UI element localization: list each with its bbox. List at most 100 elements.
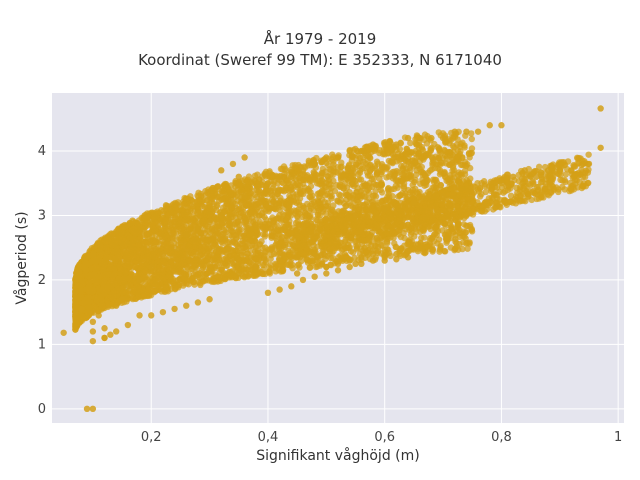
scatter-point <box>403 165 410 172</box>
scatter-point <box>131 285 138 293</box>
scatter-point <box>286 221 293 229</box>
scatter-point <box>357 176 365 183</box>
scatter-point <box>248 260 255 268</box>
scatter-point <box>171 251 179 258</box>
scatter-point <box>353 188 360 196</box>
scatter-point <box>201 229 208 237</box>
scatter-point <box>242 200 249 208</box>
scatter-point <box>235 211 243 218</box>
scatter-point <box>267 251 275 259</box>
scatter-point <box>165 266 173 273</box>
scatter-point <box>392 170 399 178</box>
scatter-point <box>432 153 439 160</box>
scatter-point <box>265 221 273 228</box>
scatter-point <box>300 204 307 212</box>
scatter-point <box>325 176 333 183</box>
scatter-point <box>435 129 442 136</box>
scatter-point <box>315 199 323 206</box>
scatter-point <box>180 270 188 278</box>
scatter-point <box>329 254 337 262</box>
scatter-point <box>172 268 179 275</box>
scatter-point <box>454 177 462 184</box>
scatter-point <box>453 239 460 247</box>
scatter-point <box>430 159 437 166</box>
scatter-point <box>328 206 336 213</box>
scatter-point <box>107 262 114 270</box>
scatter-point <box>321 198 328 206</box>
scatter-point <box>219 190 226 197</box>
scatter-point <box>214 201 221 208</box>
scatter-point <box>223 183 231 190</box>
scatter-point <box>309 257 316 264</box>
scatter-point <box>287 253 295 260</box>
scatter-point <box>387 170 394 177</box>
scatter-point <box>419 171 426 178</box>
scatter-point <box>336 191 343 198</box>
scatter-point <box>223 262 230 270</box>
scatter-point <box>240 266 247 273</box>
scatter-point <box>160 274 167 282</box>
scatter-point <box>454 224 462 231</box>
scatter-point <box>449 167 456 174</box>
scatter-point <box>277 236 284 243</box>
scatter-point <box>307 205 314 212</box>
scatter-point <box>253 205 260 213</box>
scatter-point <box>147 285 154 293</box>
scatter-point <box>273 222 281 229</box>
scatter-point <box>238 249 245 257</box>
scatter-point <box>420 249 427 256</box>
scatter-point <box>396 192 404 199</box>
scatter-point <box>363 187 370 195</box>
scatter-point <box>156 265 163 272</box>
scatter-point <box>407 139 414 147</box>
scatter-point <box>460 239 467 246</box>
scatter-point <box>214 183 222 190</box>
scatter-point <box>180 201 187 208</box>
scatter-point <box>464 161 471 168</box>
scatter-point <box>355 171 362 178</box>
scatter-point <box>389 159 396 167</box>
scatter-point <box>412 185 419 193</box>
scatter-point <box>177 216 184 224</box>
scatter-point <box>174 276 182 284</box>
scatter-point <box>189 275 196 283</box>
scatter-point <box>368 175 376 183</box>
scatter-point <box>143 240 151 247</box>
scatter-point <box>195 197 202 204</box>
scatter-point <box>178 260 185 267</box>
scatter-point <box>81 253 88 261</box>
scatter-point <box>367 167 374 174</box>
scatter-point <box>146 230 153 237</box>
scatter-point <box>360 158 367 166</box>
scatter-point <box>366 195 373 202</box>
scatter-point <box>378 163 386 170</box>
scatter-point <box>436 166 444 174</box>
scatter-point <box>378 179 385 187</box>
scatter-point <box>293 180 301 187</box>
scatter-point <box>430 178 438 186</box>
scatter-point <box>371 163 379 170</box>
scatter-point <box>139 255 146 262</box>
scatter-point <box>247 242 254 250</box>
scatter-point <box>254 270 262 278</box>
scatter-point <box>195 271 202 279</box>
scatter-point <box>360 154 367 161</box>
scatter-point <box>163 239 171 246</box>
scatter-point <box>84 309 91 316</box>
scatter-point <box>269 195 276 203</box>
scatter-point <box>461 171 469 178</box>
scatter-point <box>345 244 353 252</box>
scatter-point <box>124 255 132 262</box>
scatter-point <box>289 261 296 269</box>
scatter-point <box>362 181 370 188</box>
scatter-point <box>140 247 147 255</box>
scatter-point <box>186 226 193 234</box>
scatter-point <box>436 161 444 168</box>
scatter-point <box>400 185 408 192</box>
scatter-point <box>178 206 186 213</box>
scatter-point <box>93 297 101 304</box>
scatter-point <box>240 208 247 216</box>
scatter-point <box>418 143 426 151</box>
scatter-point <box>421 182 428 189</box>
